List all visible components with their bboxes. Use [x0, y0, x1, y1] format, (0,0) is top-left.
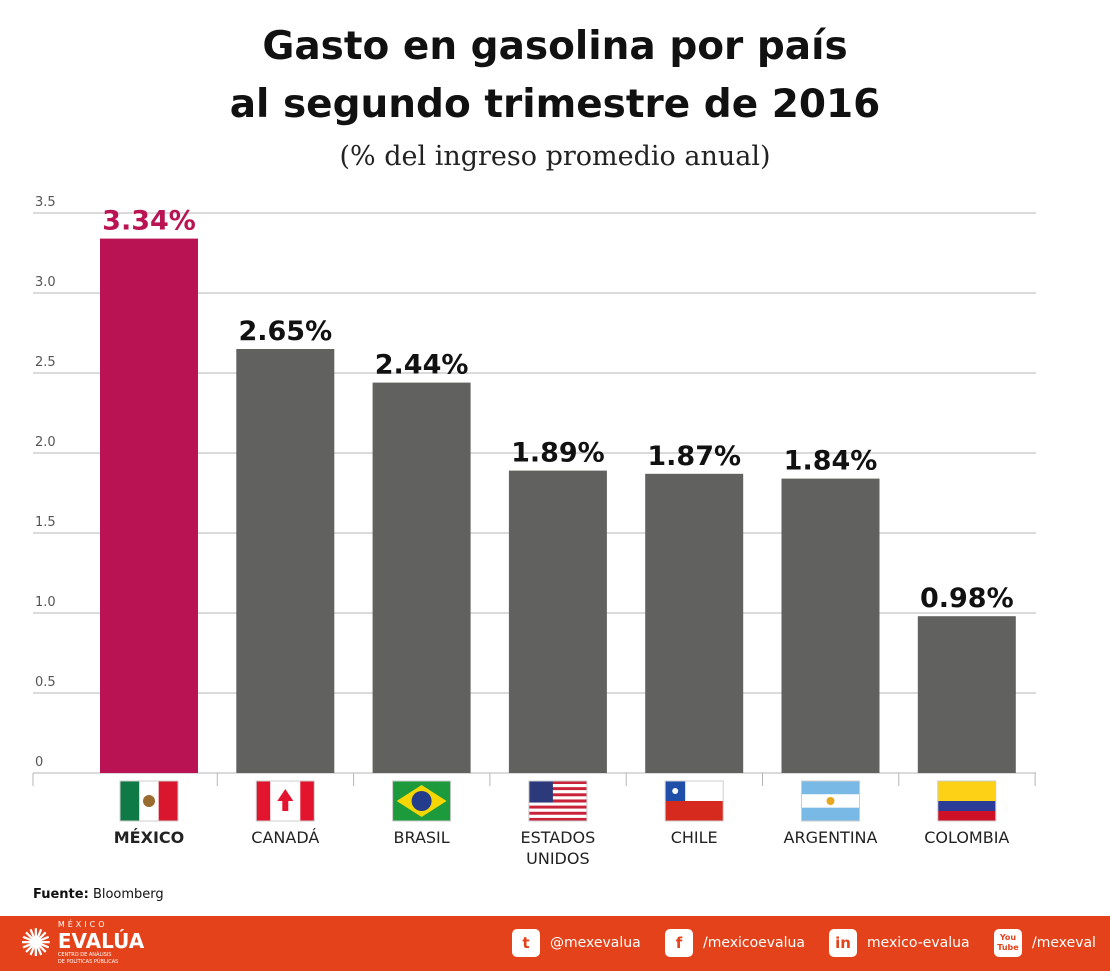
y-tick-label: 1.0 — [35, 595, 56, 610]
bar-argentina — [781, 478, 880, 773]
flag-part — [528, 790, 587, 794]
flag-part — [158, 781, 178, 821]
chart-subtitle: (% del ingreso promedio anual) — [339, 141, 771, 172]
flag-part — [672, 788, 679, 794]
y-tick-label: 2.5 — [35, 355, 56, 370]
logo-top: MÉXICO — [57, 920, 108, 929]
bar-estados-unidos — [508, 470, 607, 773]
flag-part — [143, 795, 155, 807]
flag-border — [392, 780, 452, 822]
bar-chart: 0 0.5 1.0 1.5 2.0 2.5 3.0 3.5 3.34% MÉXICO 2.65% CA… — [32, 195, 1036, 868]
bar-chile — [645, 473, 744, 773]
x-category-label: MÉXICO — [114, 828, 184, 847]
bar-méxico — [100, 238, 198, 774]
flag-part — [528, 799, 587, 803]
flag-part — [528, 814, 587, 818]
source-value: Bloomberg — [92, 887, 164, 902]
flag-part — [937, 781, 996, 801]
y-tick-label: 2.0 — [35, 435, 56, 450]
y-tick-label: 3.0 — [35, 275, 56, 290]
flag-part — [937, 801, 996, 811]
x-category-label: COLOMBIA — [924, 828, 1009, 847]
data-label: 1.89% — [511, 438, 605, 469]
usa-flag — [528, 780, 588, 822]
flag-part — [528, 805, 587, 809]
twitter-handle: @mexevalua — [550, 935, 641, 951]
flag-part — [528, 817, 587, 821]
linkedin-handle: mexico-evalua — [867, 935, 970, 951]
flag-part — [528, 793, 587, 797]
flag-part — [528, 796, 587, 800]
source-note: Fuente: Bloomberg — [33, 887, 164, 902]
colombia-flag — [937, 780, 997, 822]
linkedin-icon: in — [829, 929, 857, 957]
flag-part — [528, 781, 553, 803]
data-label: 1.84% — [784, 446, 878, 477]
flag-border — [119, 780, 179, 822]
x-category-label: CANADÁ — [251, 828, 319, 847]
flag-part — [528, 808, 587, 812]
flag-border — [528, 780, 588, 822]
data-label: 2.44% — [375, 350, 469, 381]
linkedin-link[interactable]: in mexico-evalua — [829, 929, 970, 957]
flag-part — [528, 784, 587, 788]
flag-part — [528, 781, 587, 785]
canada-flag — [255, 780, 315, 822]
x-category-label: ESTADOS — [520, 828, 595, 847]
flag-part — [528, 802, 587, 806]
data-label: 1.87% — [647, 441, 741, 472]
flag-part — [665, 801, 724, 821]
youtube-link[interactable]: You Tube/mexeval — [994, 929, 1096, 957]
flag-part — [801, 781, 860, 795]
bar-colombia — [917, 616, 1016, 773]
argentina-flag — [801, 780, 860, 822]
brazil-flag — [392, 780, 452, 822]
logo-sub2: DE POLÍTICAS PÚBLICAS — [57, 959, 119, 965]
youtube-handle: /mexeval — [1032, 935, 1096, 951]
facebook-handle: /mexicoevalua — [703, 935, 805, 951]
y-tick-label: 0.5 — [35, 675, 56, 690]
source-label: Fuente: — [33, 887, 89, 902]
flag-part — [300, 781, 315, 821]
twitter-link[interactable]: t @mexevalua — [512, 929, 641, 957]
bar-brasil — [372, 382, 471, 773]
y-tick-label: 3.5 — [35, 195, 56, 210]
chart-title-line2: al segundo trimestre de 2016 — [229, 82, 881, 127]
flag-part — [120, 781, 140, 821]
y-tick-label: 1.5 — [35, 515, 56, 530]
flag-part — [937, 811, 996, 821]
flag-border — [801, 780, 860, 822]
youtube-icon: You Tube — [994, 929, 1022, 957]
flag-part — [801, 807, 860, 821]
facebook-link[interactable]: f/mexicoevalua — [665, 929, 805, 957]
mexico-evalua-logo: ✺ MÉXICO EVALÚA CENTRO DE ANÁLISIS DE PO… — [20, 920, 144, 966]
data-label: 2.65% — [238, 316, 332, 347]
footer-bar: ✺ MÉXICO EVALÚA CENTRO DE ANÁLISIS DE PO… — [0, 916, 1110, 971]
chart-title-line1: Gasto en gasolina por país — [262, 24, 848, 69]
flag-part — [277, 789, 294, 811]
data-label: 3.34% — [102, 206, 196, 237]
x-category-label: UNIDOS — [526, 849, 589, 868]
facebook-icon: f — [665, 929, 693, 957]
flag-border — [255, 780, 315, 822]
y-tick-label: 0 — [35, 755, 43, 770]
twitter-icon: t — [512, 929, 540, 957]
flag-part — [411, 791, 432, 811]
logo-main: EVALÚA — [57, 929, 145, 953]
x-category-label: BRASIL — [394, 828, 450, 847]
x-category-label: CHILE — [671, 828, 718, 847]
bar-canadá — [236, 349, 335, 773]
data-label: 0.98% — [920, 583, 1014, 614]
chile-flag — [664, 780, 724, 822]
mexico-flag — [119, 780, 179, 822]
logo-star-icon: ✺ — [20, 921, 52, 965]
logo-sub1: CENTRO DE ANÁLISIS — [57, 952, 112, 958]
x-category-label: ARGENTINA — [784, 828, 878, 847]
flag-part — [528, 787, 587, 791]
flag-part — [826, 797, 835, 805]
flag-border — [664, 780, 724, 822]
flag-part — [256, 781, 271, 821]
flag-part — [528, 811, 587, 815]
flag-border — [937, 780, 997, 822]
